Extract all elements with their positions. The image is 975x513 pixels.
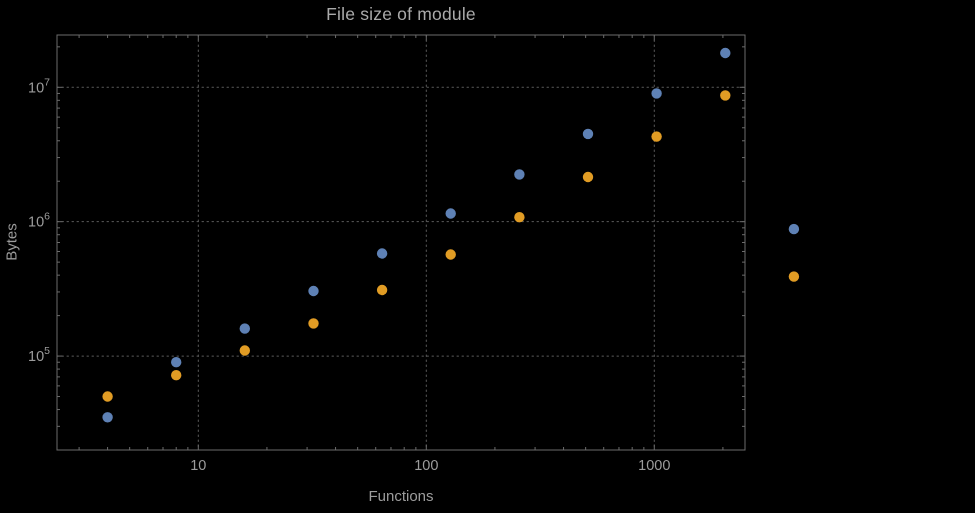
series-1-blue-points bbox=[102, 47, 800, 423]
data-point bbox=[651, 88, 662, 99]
data-point bbox=[720, 47, 731, 59]
data-point bbox=[171, 357, 182, 368]
data-point bbox=[171, 370, 182, 381]
chart-title: File size of module bbox=[326, 4, 476, 24]
data-point bbox=[308, 318, 319, 329]
data-point bbox=[514, 169, 525, 180]
data-point bbox=[582, 128, 594, 140]
data-point bbox=[102, 391, 113, 402]
data-point bbox=[376, 284, 388, 296]
axis-ticks bbox=[57, 35, 745, 451]
x-tick-label: 10 bbox=[190, 458, 206, 474]
series-2-orange-points bbox=[102, 90, 800, 402]
data-point bbox=[239, 323, 250, 334]
tick-labels: 10 100 1000 105 106 107 bbox=[28, 76, 670, 474]
y-tick-label: 106 bbox=[28, 211, 50, 231]
data-point bbox=[514, 212, 525, 223]
data-point bbox=[102, 412, 113, 423]
y-tick-label: 107 bbox=[28, 76, 50, 96]
data-point bbox=[239, 345, 250, 356]
data-point bbox=[308, 285, 319, 297]
x-tick-label: 1000 bbox=[638, 458, 670, 474]
data-point bbox=[651, 131, 662, 142]
gridlines bbox=[56, 34, 746, 451]
data-point bbox=[376, 248, 388, 259]
data-point bbox=[720, 90, 731, 101]
plot-frame bbox=[56, 34, 746, 451]
data-point bbox=[445, 249, 456, 260]
data-point bbox=[788, 271, 800, 282]
data-point bbox=[582, 171, 594, 183]
y-tick-label: 105 bbox=[28, 345, 50, 365]
x-axis-label: Functions bbox=[368, 488, 434, 505]
data-point bbox=[445, 208, 456, 219]
x-tick-label: 100 bbox=[414, 458, 438, 474]
data-point bbox=[788, 223, 800, 235]
